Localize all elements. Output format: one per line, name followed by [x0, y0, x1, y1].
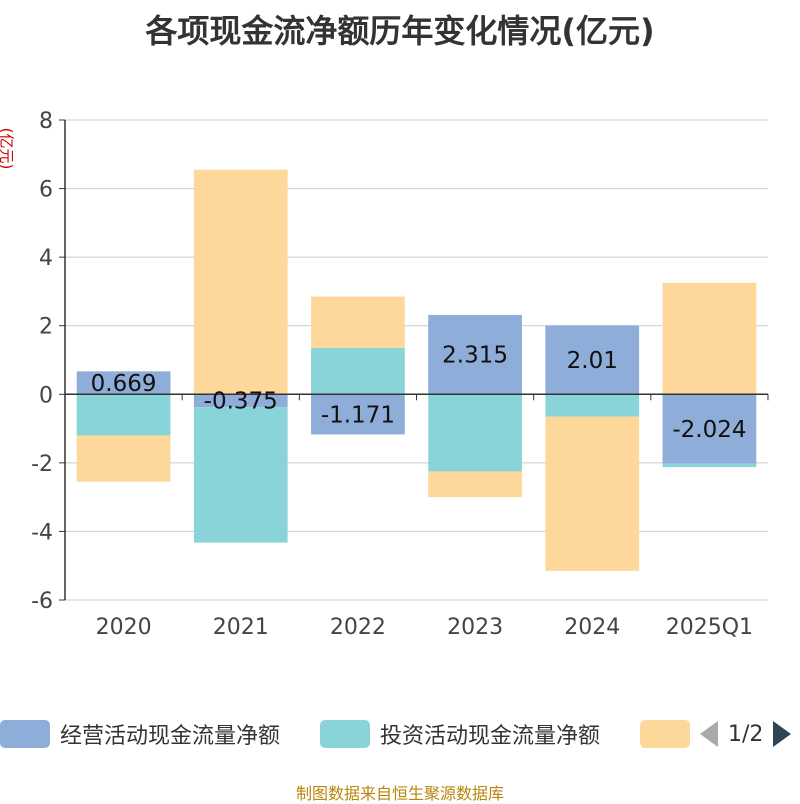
legend-prev-page-icon[interactable]	[700, 721, 718, 747]
legend-swatch-investing	[320, 720, 370, 748]
source-note: 制图数据来自恒生聚源数据库	[295, 784, 504, 803]
legend-item-financing[interactable]	[640, 716, 690, 752]
bar-segment	[193, 407, 288, 543]
legend-swatch-financing	[640, 720, 690, 748]
x-tick-label: 2020	[96, 615, 152, 640]
data-label: -0.375	[204, 389, 278, 415]
x-tick-label: 2023	[447, 615, 503, 640]
legend-item-operating[interactable]: 经营活动现金流量净额	[0, 716, 280, 752]
data-label: 2.01	[567, 348, 618, 374]
legend-label-investing: 投资活动现金流量净额	[380, 724, 601, 749]
x-tick-label: 2021	[213, 615, 269, 640]
y-tick-label: 0	[39, 383, 53, 408]
y-tick-label: -2	[31, 452, 53, 477]
y-tick-label: -4	[31, 520, 53, 545]
data-label: -1.171	[321, 402, 395, 428]
bar-segment	[662, 394, 757, 464]
bar-segment	[193, 394, 288, 408]
y-tick-label: 4	[39, 246, 53, 271]
y-tick-label: 2	[39, 315, 53, 340]
bar-segment	[76, 371, 171, 395]
data-label: 2.315	[442, 343, 508, 369]
bar-segment	[311, 296, 405, 348]
y-tick-label: 6	[39, 178, 53, 203]
bar-segment	[76, 394, 171, 436]
legend-page-indicator: 1/2	[728, 721, 764, 747]
bar-segment	[428, 394, 522, 472]
legend-label-operating: 经营活动现金流量净额	[60, 724, 281, 749]
bar-segment	[311, 348, 405, 395]
x-tick-label: 2024	[564, 615, 620, 640]
bar-segment	[662, 463, 757, 468]
bar-segment	[193, 169, 288, 395]
y-tick-label: 8	[39, 109, 53, 134]
legend-item-investing[interactable]: 投资活动现金流量净额	[320, 716, 600, 752]
x-tick-label: 2022	[330, 615, 386, 640]
legend: 经营活动现金流量净额 投资活动现金流量净额	[0, 716, 800, 752]
chart-canvas: 8 6 4 2 0 -2 -4 -6 2020 2021 2022 2023 2024 2025Q1 0.6…	[31, 109, 769, 640]
bar-segment	[545, 416, 640, 571]
bar-segment	[428, 471, 522, 498]
bar-segment	[545, 394, 640, 417]
chart-title: 各项现金流净额历年变化情况(亿元)	[145, 12, 655, 50]
data-label: 0.669	[91, 371, 157, 397]
bar-segment	[662, 282, 757, 395]
legend-pager: 1/2	[700, 716, 792, 752]
legend-next-page-icon[interactable]	[773, 721, 792, 747]
bar-segment	[428, 314, 522, 395]
bar-segment	[545, 325, 640, 395]
data-label: -2.024	[672, 417, 746, 443]
y-tick-label: -6	[31, 589, 53, 614]
x-tick-label: 2025Q1	[666, 615, 753, 640]
legend-swatch-operating	[0, 720, 50, 748]
bar-segment	[311, 394, 405, 435]
bar-segment	[76, 435, 171, 482]
